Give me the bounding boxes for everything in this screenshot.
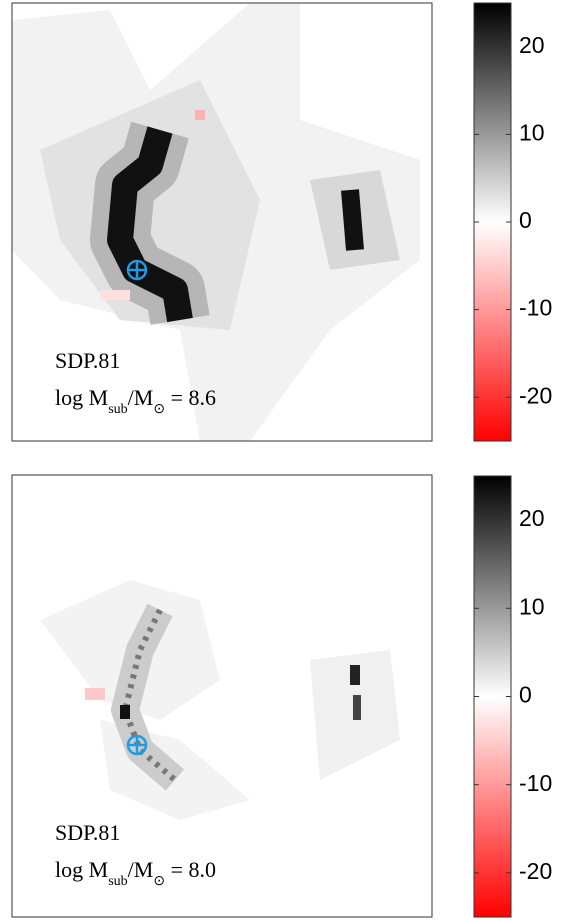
colorbar-tick-label: 10 xyxy=(519,593,545,619)
colorbar-tick-label: 10 xyxy=(519,119,545,145)
colorbar-tick-label: 20 xyxy=(519,505,545,531)
mass-label-part: ⊙ xyxy=(153,874,165,889)
mass-label: log Msub/M⊙ = 8.0 xyxy=(55,857,216,889)
mass-label-part: = xyxy=(165,857,188,882)
mass-label-part: 8.0 xyxy=(188,857,216,882)
mass-label-part: sub xyxy=(108,874,127,889)
colorbar-tick-label: 0 xyxy=(519,682,532,708)
colorbar xyxy=(473,475,512,918)
colorbar xyxy=(473,2,512,442)
mass-label-part: log M xyxy=(55,857,108,882)
map-image xyxy=(12,475,432,917)
annotation: SDP.81 xyxy=(55,820,120,845)
mass-label-part: log M xyxy=(55,385,108,410)
colorbar-tick-label: -20 xyxy=(519,382,552,408)
mass-label-part: /M xyxy=(128,857,154,882)
mass-label-part: /M xyxy=(128,385,154,410)
colorbar-tick-label: 20 xyxy=(519,32,545,58)
colorbar-tick-label: 0 xyxy=(519,207,532,233)
colorbar-tick-label: -10 xyxy=(519,770,552,796)
panel-frame xyxy=(11,2,433,442)
map-image xyxy=(12,3,432,441)
annotation: SDP.81 xyxy=(55,348,120,373)
mass-label-part: 8.6 xyxy=(188,385,216,410)
colorbar-tick-label: -20 xyxy=(519,858,552,884)
colorbar-tick-label: -10 xyxy=(519,295,552,321)
panel-frame xyxy=(11,474,433,918)
mass-label-part: ⊙ xyxy=(153,402,165,417)
mass-label-part: sub xyxy=(108,402,127,417)
mass-label: log Msub/M⊙ = 8.6 xyxy=(55,385,216,417)
mass-label-part: = xyxy=(165,385,188,410)
